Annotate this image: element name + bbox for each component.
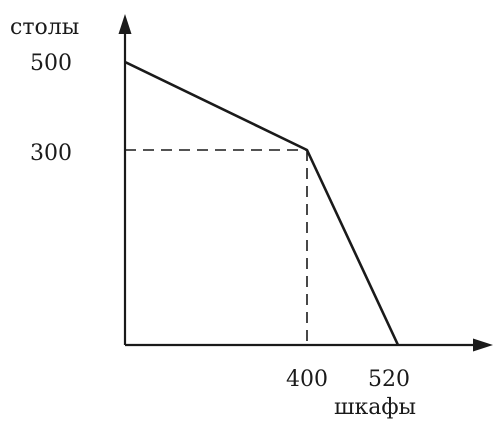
x-axis-label: шкафы (334, 395, 416, 420)
y-axis-arrow-icon (118, 14, 132, 34)
x-axis-arrow-icon (473, 338, 493, 352)
y-tick-label-300: 300 (30, 141, 72, 166)
x-tick-label-520: 520 (368, 367, 410, 392)
y-tick-label-500: 500 (30, 51, 72, 76)
x-tick-label-400: 400 (286, 367, 328, 392)
ppf-curve (124, 60, 400, 346)
y-axis-label: столы (10, 15, 79, 40)
